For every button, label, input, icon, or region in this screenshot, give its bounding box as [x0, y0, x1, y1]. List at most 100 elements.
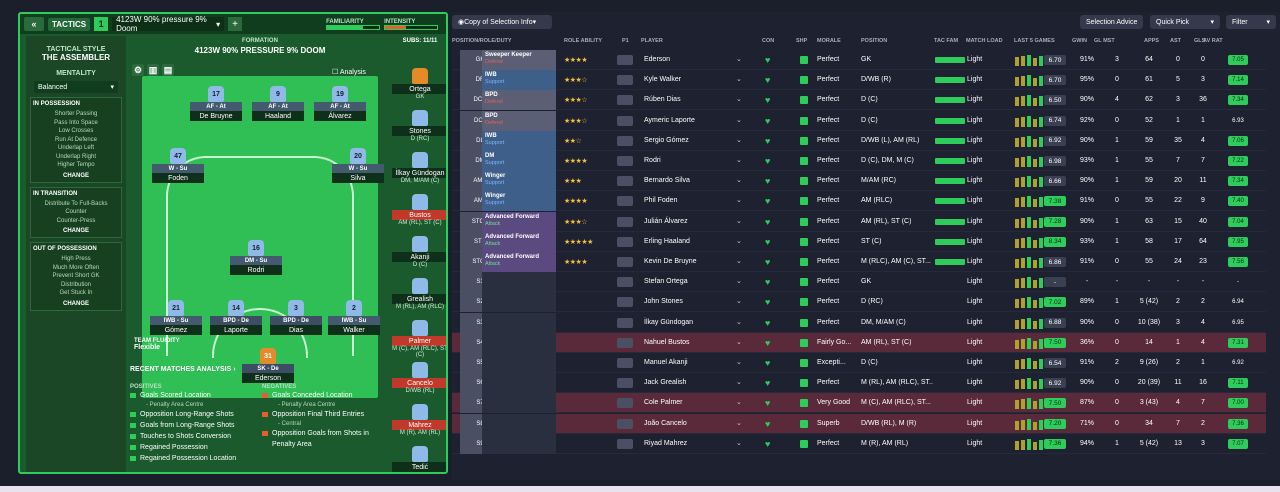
p1-icon[interactable]	[617, 317, 633, 328]
role-duty-cell[interactable]: IWB Support	[482, 130, 556, 151]
player-name[interactable]: Aymeric Laporte	[644, 116, 695, 124]
table-row[interactable]: S8 João Cancelo ⌄ ♥ Superb D/WB (RL), M (R) Li…	[452, 413, 1266, 434]
p1-icon[interactable]	[617, 115, 633, 126]
chevron-down-icon[interactable]: ⌄	[736, 278, 742, 286]
tactic-number[interactable]: 1	[94, 17, 109, 31]
player-name[interactable]: Manuel Akanji	[644, 359, 688, 366]
pitch-player[interactable]: 20 W - Su Silva	[332, 148, 384, 183]
player-role[interactable]: AF - At	[190, 102, 242, 111]
player-name[interactable]: Bernardo Silva	[644, 177, 690, 185]
sub-player[interactable]: Ortega GK	[392, 68, 446, 100]
in-transition-change-button[interactable]: CHANGE	[62, 228, 89, 234]
table-row[interactable]: DR IWB Support ★★★☆ Kyle Walker ⌄ ♥ Perfect D/WB…	[452, 70, 1266, 91]
player-role[interactable]: IWB - Su	[150, 316, 202, 325]
pitch-player[interactable]: 21 IWB - Su Gómez	[150, 300, 202, 335]
chevron-down-icon[interactable]: ⌄	[736, 258, 742, 265]
sub-player[interactable]: Stones D (RC)	[392, 110, 446, 142]
role-duty-cell[interactable]	[482, 272, 556, 293]
role-duty-cell[interactable]: BPD Defend	[482, 110, 556, 131]
chevron-down-icon[interactable]: ⌄	[736, 217, 742, 225]
chevron-down-icon[interactable]: ⌄	[736, 177, 742, 185]
table-row[interactable]: S7 Cole Palmer ⌄ ♥ Very Good M (C), AM (RLC),…	[452, 393, 1266, 414]
player-name[interactable]: Rúben Dias	[644, 96, 681, 104]
column-header[interactable]: AV RAT	[1203, 38, 1223, 44]
table-row[interactable]: DL IWB Support ★★☆ Sergio Gómez ⌄ ♥ Perfect D/WB…	[452, 130, 1266, 151]
chevron-down-icon[interactable]: ⌄	[736, 298, 742, 306]
chevron-down-icon[interactable]: ⌄	[736, 96, 742, 104]
p1-icon[interactable]	[617, 378, 633, 389]
sub-player[interactable]: Mahrez M (R), AM (RL)	[392, 404, 446, 436]
chevron-down-icon[interactable]: ⌄	[736, 237, 742, 245]
selection-advice-button[interactable]: Selection Advice	[1080, 15, 1144, 29]
table-row[interactable]: DM DM Support ★★★★ Rodri ⌄ ♥ Perfect D (C), DM, …	[452, 151, 1266, 171]
chevron-down-icon[interactable]: ⌄	[736, 76, 742, 84]
player-role[interactable]: W - Su	[332, 164, 384, 173]
out-of-possession-change-button[interactable]: CHANGE	[62, 300, 89, 307]
player-role[interactable]: BPD - De	[210, 316, 262, 325]
table-row[interactable]: DCL BPD Defend ★★★☆ Aymeric Laporte ⌄ ♥ Perfect…	[452, 110, 1266, 131]
role-duty-cell[interactable]: Winger Support	[482, 191, 556, 212]
p1-icon[interactable]	[617, 196, 633, 207]
sub-player[interactable]: Tedić	[392, 446, 446, 472]
role-duty-cell[interactable]	[482, 292, 556, 313]
role-duty-cell[interactable]	[482, 332, 556, 353]
player-name[interactable]: Jack Grealish	[644, 379, 687, 387]
column-header[interactable]: MORALE	[817, 38, 841, 44]
player-name[interactable]: Rodri	[644, 157, 661, 164]
column-header[interactable]: PLAYER	[641, 38, 663, 44]
chevron-down-icon[interactable]: ⌄	[736, 338, 742, 346]
table-row[interactable]: DCR BPD Defend ★★★☆ Rúben Dias ⌄ ♥ Perfect D (C)…	[452, 90, 1266, 111]
player-role[interactable]: DM - Su	[230, 256, 282, 265]
chevron-down-icon[interactable]: ⌄	[736, 56, 742, 63]
table-row[interactable]: S9 Riyad Mahrez ⌄ ♥ Perfect M (R), AM (RL) Lig…	[452, 433, 1266, 454]
role-duty-cell[interactable]	[482, 413, 556, 434]
player-name[interactable]: Cole Palmer	[644, 399, 683, 407]
p1-icon[interactable]	[617, 277, 633, 288]
role-duty-cell[interactable]	[482, 353, 556, 373]
table-row[interactable]: STC Advanced Forward Attack ★★★★★ Erling Haa…	[452, 231, 1266, 252]
analysis-toggle[interactable]: ☐ Analysis	[332, 68, 366, 76]
mentality-select[interactable]: Balanced ▾	[34, 81, 118, 93]
pitch-player[interactable]: 9 AF - At Haaland	[252, 86, 304, 121]
column-header[interactable]: TAC FAM	[934, 38, 959, 44]
player-name[interactable]: Nahuel Bustos	[644, 338, 690, 346]
p1-icon[interactable]	[617, 438, 633, 449]
player-role[interactable]: AF - At	[252, 102, 304, 111]
table-row[interactable]: S6 Jack Grealish ⌄ ♥ Perfect M (RL), AM (RLC)…	[452, 373, 1266, 394]
player-name[interactable]: İlkay Gündogan	[644, 318, 694, 326]
player-name[interactable]: Phil Foden	[644, 197, 678, 205]
table-row[interactable]: S2 John Stones ⌄ ♥ Perfect D (RC) Light 7.02 89%…	[452, 292, 1266, 313]
pitch-player[interactable]: 2 IWB - Su Walker	[328, 300, 380, 335]
table-row[interactable]: AML Winger Support ★★★★ Phil Foden ⌄ ♥ Perfect A…	[452, 191, 1266, 212]
sub-player[interactable]: Akanji D (C)	[392, 236, 446, 268]
table-row[interactable]: STCL Advanced Forward Attack ★★★★ Kevin De B…	[452, 252, 1266, 272]
role-duty-cell[interactable]: Advanced Forward Attack	[482, 231, 556, 252]
role-duty-cell[interactable]: IWB Support	[482, 70, 556, 91]
column-header[interactable]: POSITION	[861, 38, 888, 44]
chevron-down-icon[interactable]: ⌄	[736, 116, 742, 124]
chevron-down-icon[interactable]: ⌄	[736, 197, 742, 205]
copy-selection-button[interactable]: ◉ Copy of Selection Info ▾	[452, 15, 552, 29]
settings-icon[interactable]: ⚙	[132, 64, 144, 76]
in-possession-change-button[interactable]: CHANGE	[62, 172, 89, 179]
player-role[interactable]: BPD - De	[270, 316, 322, 325]
tactic-select[interactable]: 4123W 90% pressure 9% Doom ▾	[112, 15, 225, 33]
column-header[interactable]: P1	[622, 38, 629, 44]
table-row[interactable]: STCR Advanced Forward Attack ★★★☆ Julián Álv…	[452, 211, 1266, 232]
p1-icon[interactable]	[617, 156, 633, 166]
table-row[interactable]: GK Sweeper Keeper Defend ★★★★ Ederson ⌄ ♥ Perfe…	[452, 50, 1266, 70]
player-role[interactable]: W - Su	[152, 164, 204, 173]
p1-icon[interactable]	[617, 358, 633, 368]
chevron-down-icon[interactable]: ⌄	[736, 439, 742, 447]
chart-icon[interactable]: ▥	[147, 64, 159, 76]
quick-pick-button[interactable]: Quick Pick ▾	[1150, 15, 1220, 29]
column-header[interactable]: MATCH LOAD	[966, 38, 1003, 44]
role-duty-cell[interactable]: BPD Defend	[482, 90, 556, 111]
formation-name[interactable]: 4123W 90% PRESSURE 9% DOOM	[194, 46, 326, 55]
table-row[interactable]: S1 Stefan Ortega ⌄ ♥ Perfect GK Light - - - - - - -	[452, 272, 1266, 293]
column-header[interactable]: CON	[762, 38, 775, 44]
p1-icon[interactable]	[617, 337, 633, 348]
sub-player[interactable]: Cancelo D/WB (RL)	[392, 362, 446, 394]
recent-analysis-title[interactable]: RECENT MATCHES ANALYSIS ›	[130, 366, 236, 373]
pitch-player[interactable]: 31 SK - De Ederson	[242, 348, 294, 383]
